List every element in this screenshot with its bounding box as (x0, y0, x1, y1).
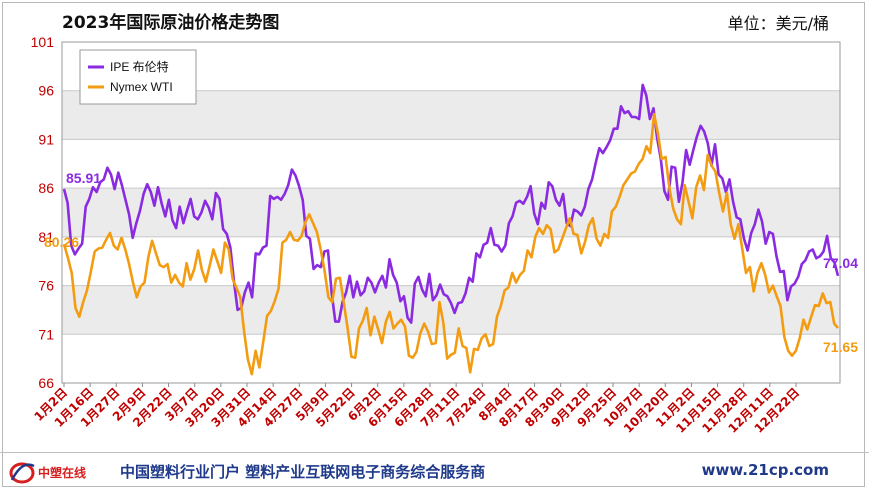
y-tick-label: 86 (38, 180, 54, 196)
y-tick-label: 91 (38, 131, 54, 147)
wti-start-label: 80.26 (44, 234, 79, 250)
legend: IPE 布伦特 Nymex WTI (79, 49, 197, 105)
21cp-logo-icon: 中塑在线 (9, 462, 86, 484)
ipe-start-label: 85.91 (66, 170, 101, 186)
y-tick-label: 66 (38, 375, 54, 391)
unit-label: 单位：美元/桶 (727, 14, 829, 33)
footer-url[interactable]: www.21cp.com (701, 461, 829, 479)
series-line-wti (62, 112, 839, 376)
y-tick-label: 81 (38, 229, 54, 245)
series-line-ipe (62, 83, 840, 324)
footer-slogan: 中国塑料行业门户 塑料产业互联网电子商务综合服务商 (120, 463, 486, 481)
ipe-end-label: 77.04 (823, 255, 858, 271)
plot-band (62, 285, 840, 335)
logo-text: 中塑在线 (38, 465, 86, 480)
y-tick-label: 76 (38, 278, 54, 294)
wti-end-label: 71.65 (823, 339, 858, 355)
legend-label-ipe: IPE 布伦特 (110, 59, 169, 74)
chart-title: 2023年国际原油价格走势图 (62, 13, 280, 33)
y-tick-label: 71 (38, 326, 54, 342)
y-tick-label: 96 (38, 83, 54, 99)
legend-label-wti: Nymex WTI (110, 80, 173, 94)
plot-band (62, 334, 840, 383)
plot-band (62, 236, 840, 286)
footer-bar: 中塑在线 中国塑料行业门户 塑料产业互联网电子商务综合服务商 www.21cp.… (0, 452, 869, 490)
plot-border (61, 41, 841, 384)
y-tick-label: 101 (31, 34, 55, 50)
plot-band (62, 188, 840, 237)
